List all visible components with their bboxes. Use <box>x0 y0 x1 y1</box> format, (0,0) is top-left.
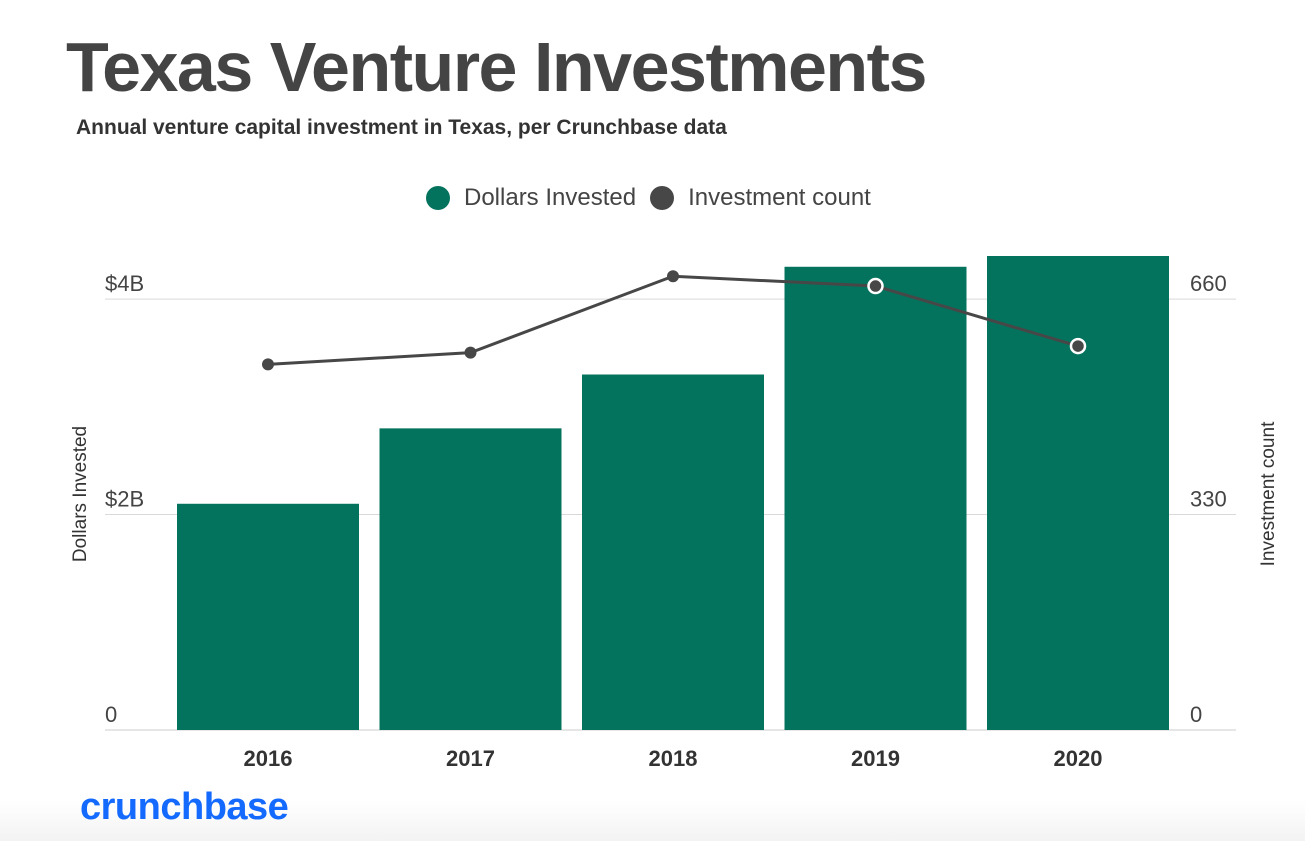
y-right-tick-label: 0 <box>1190 702 1202 727</box>
footer-shade <box>0 800 1305 841</box>
bar <box>379 428 562 730</box>
legend-item-dollars[interactable]: Dollars Invested <box>426 184 636 212</box>
x-tick-label: 2020 <box>1054 746 1103 771</box>
bar <box>582 374 764 730</box>
crunchbase-logo[interactable]: crunchbase <box>80 786 289 828</box>
y-right-axis-label: Investment count <box>1258 421 1279 566</box>
legend-item-count[interactable]: Investment count <box>650 184 871 212</box>
y-left-tick-label: $2B <box>105 487 144 512</box>
x-tick-label: 2017 <box>446 746 495 771</box>
x-tick-label: 2018 <box>649 746 698 771</box>
x-tick-label: 2019 <box>851 746 900 771</box>
line-point <box>667 270 679 283</box>
bar <box>784 266 967 730</box>
chart-subtitle: Annual venture capital investment in Tex… <box>76 116 727 139</box>
y-left-axis-label: Dollars Invested <box>70 426 91 562</box>
legend-swatch-count <box>650 186 675 210</box>
axes: 0 $2B $4B 0 330 660 2016 2017 2018 2019 2020 <box>105 271 1227 771</box>
legend-label-count: Investment count <box>688 184 871 211</box>
chart-plot: 0 $2B $4B 0 330 660 2016 2017 2018 2019 2020 Dolla… <box>70 256 1279 771</box>
y-right-tick-label: 660 <box>1190 271 1227 296</box>
bar <box>987 256 1169 730</box>
line-point <box>1069 337 1087 355</box>
line-point <box>262 358 274 371</box>
chart-title: Texas Venture Investments <box>66 28 927 106</box>
legend-swatch-dollars <box>426 186 450 210</box>
bar <box>177 503 359 730</box>
y-left-tick-label: 0 <box>105 702 117 727</box>
y-right-tick-label: 330 <box>1190 487 1227 512</box>
line-series <box>262 270 1087 371</box>
x-tick-label: 2016 <box>244 746 293 771</box>
legend-label-dollars: Dollars Invested <box>464 184 637 211</box>
chart-legend: Dollars Invested Investment count <box>426 184 885 212</box>
y-left-tick-label: $4B <box>105 271 144 296</box>
bar-series <box>177 256 1169 730</box>
line-point <box>867 277 884 295</box>
line-point <box>464 346 477 359</box>
